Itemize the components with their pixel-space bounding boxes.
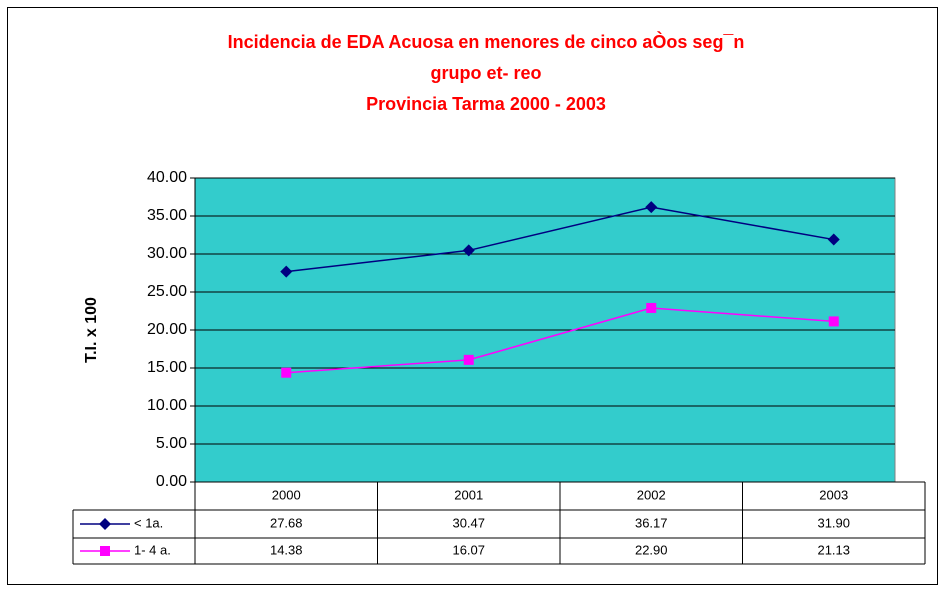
legend-marker — [99, 518, 111, 530]
x-tick-label: 2000 — [272, 487, 301, 502]
y-tick-label: 15.00 — [147, 359, 187, 376]
data-point — [646, 302, 657, 313]
legend-label: < 1a. — [134, 515, 163, 530]
data-label: 27.68 — [270, 515, 303, 530]
data-label: 31.90 — [817, 515, 850, 530]
data-point — [463, 354, 474, 365]
legend-label: 1- 4 a. — [134, 542, 171, 557]
y-tick-label: 0.00 — [156, 473, 187, 490]
chart-title: grupo et- reo — [431, 63, 542, 83]
y-tick-label: 40.00 — [147, 169, 187, 186]
chart-title: Incidencia de EDA Acuosa en menores de c… — [228, 31, 745, 52]
data-point — [827, 233, 840, 246]
y-tick-label: 20.00 — [147, 321, 187, 338]
y-tick-label: 5.00 — [156, 435, 187, 452]
y-axis-label: T.I. x 100 — [83, 297, 100, 363]
chart-title: Provincia Tarma 2000 - 2003 — [366, 94, 606, 114]
legend-marker — [100, 546, 110, 556]
x-tick-label: 2001 — [454, 487, 483, 502]
y-tick-label: 30.00 — [147, 245, 187, 262]
y-tick-label: 35.00 — [147, 207, 187, 224]
series-line — [286, 206, 834, 273]
data-label: 30.47 — [452, 515, 485, 530]
data-point — [645, 201, 658, 214]
data-label: 14.38 — [270, 542, 303, 557]
y-tick-label: 25.00 — [147, 283, 187, 300]
x-tick-label: 2002 — [637, 487, 666, 502]
series-line — [286, 307, 834, 374]
data-point — [828, 316, 839, 327]
data-label: 22.90 — [635, 542, 668, 557]
data-point — [462, 244, 475, 257]
x-tick-label: 2003 — [819, 487, 848, 502]
y-tick-label: 10.00 — [147, 397, 187, 414]
data-label: 21.13 — [817, 542, 850, 557]
data-point — [281, 367, 292, 378]
data-label: 16.07 — [452, 542, 485, 557]
data-point — [280, 265, 293, 278]
data-label: 36.17 — [635, 515, 668, 530]
